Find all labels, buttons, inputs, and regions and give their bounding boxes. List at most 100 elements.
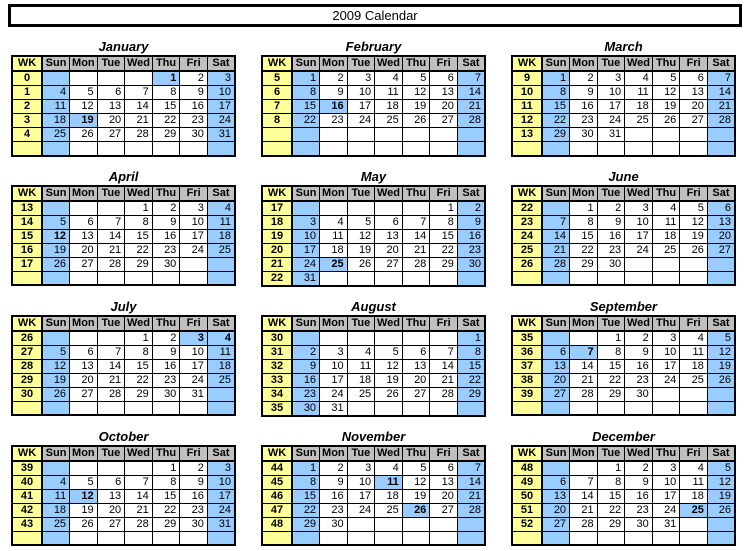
day-cell: 25 bbox=[679, 502, 708, 518]
day-cell: 17 bbox=[651, 488, 681, 504]
day-cell bbox=[291, 200, 321, 216]
day-cell bbox=[429, 516, 458, 532]
day-cell: 17 bbox=[319, 372, 348, 388]
day-cell bbox=[346, 330, 376, 346]
month-title: January bbox=[98, 39, 149, 54]
day-cell: 5 bbox=[374, 344, 403, 360]
day-cell: 6 bbox=[96, 85, 126, 100]
day-cell: 10 bbox=[624, 214, 653, 230]
day-cell: 16 bbox=[319, 488, 348, 504]
week-number: 49 bbox=[511, 474, 543, 490]
day-cell: 17 bbox=[206, 488, 236, 504]
wk-header: WK bbox=[261, 185, 293, 202]
day-cell bbox=[96, 200, 126, 216]
day-header-fri: Fri bbox=[679, 185, 708, 202]
day-cell: 14 bbox=[429, 358, 458, 374]
day-cell bbox=[291, 330, 321, 346]
day-cell: 27 bbox=[69, 256, 98, 272]
day-cell: 21 bbox=[96, 242, 126, 258]
day-cell bbox=[569, 270, 598, 286]
day-header-thu: Thu bbox=[651, 55, 681, 72]
day-cell: 14 bbox=[124, 488, 153, 504]
day-cell: 15 bbox=[291, 488, 321, 504]
day-cell: 8 bbox=[151, 85, 181, 100]
day-cell: 3 bbox=[179, 330, 208, 346]
day-cell: 29 bbox=[151, 127, 181, 142]
month-table: WK Sun Mon Tue Wed Thu Fri Sat 0 1 2 3 1 4 5 6 7 8 9 10 2 11 1… bbox=[11, 55, 236, 157]
day-cell: 5 bbox=[706, 460, 736, 476]
day-cell: 26 bbox=[706, 372, 736, 388]
day-cell: 30 bbox=[179, 127, 208, 142]
wk-header: WK bbox=[11, 315, 43, 332]
day-cell bbox=[429, 270, 458, 286]
week-number bbox=[11, 530, 43, 546]
day-cell bbox=[541, 141, 571, 156]
day-cell: 23 bbox=[624, 502, 653, 518]
day-cell: 11 bbox=[346, 358, 376, 374]
day-cell: 13 bbox=[429, 474, 458, 490]
day-cell: 5 bbox=[401, 70, 431, 86]
month-april: April WK Sun Mon Tue Wed Thu Fri Sat 13 1 2 3 4 14 5 6 7 8… bbox=[11, 169, 236, 287]
day-cell bbox=[124, 141, 153, 156]
day-cell bbox=[374, 400, 403, 416]
day-cell: 28 bbox=[96, 386, 126, 402]
day-header-tue: Tue bbox=[346, 55, 376, 72]
day-cell: 30 bbox=[319, 516, 348, 532]
day-cell: 12 bbox=[401, 85, 431, 100]
day-header-fri: Fri bbox=[679, 315, 708, 332]
day-cell bbox=[206, 530, 236, 546]
day-cell: 5 bbox=[346, 214, 376, 230]
day-cell: 20 bbox=[374, 242, 403, 258]
day-cell bbox=[346, 530, 376, 546]
day-cell: 26 bbox=[69, 516, 98, 532]
day-cell: 31 bbox=[179, 386, 208, 402]
day-header-sun: Sun bbox=[541, 185, 571, 202]
day-header-mon: Mon bbox=[69, 315, 98, 332]
day-cell: 20 bbox=[706, 228, 736, 244]
day-cell: 25 bbox=[624, 113, 653, 128]
day-cell bbox=[541, 400, 571, 416]
day-cell: 27 bbox=[374, 256, 403, 272]
day-cell bbox=[456, 141, 486, 156]
day-cell bbox=[651, 256, 681, 272]
week-number: 29 bbox=[11, 372, 43, 388]
day-cell bbox=[401, 400, 431, 416]
month-table: WK Sun Mon Tue Wed Thu Fri Sat 9 1 2 3 4 5 6 7 10 8 9 10 11 1… bbox=[511, 55, 736, 157]
day-cell: 7 bbox=[96, 214, 126, 230]
day-cell: 15 bbox=[151, 99, 181, 114]
day-header-mon: Mon bbox=[569, 185, 598, 202]
day-cell bbox=[679, 530, 708, 546]
week-number: 13 bbox=[11, 200, 43, 216]
wk-header: WK bbox=[511, 185, 543, 202]
day-cell bbox=[41, 70, 71, 86]
day-cell bbox=[651, 270, 681, 286]
day-cell bbox=[69, 400, 98, 416]
day-cell: 4 bbox=[41, 85, 71, 100]
day-cell bbox=[429, 400, 458, 416]
day-cell bbox=[374, 141, 403, 156]
day-cell: 9 bbox=[319, 474, 348, 490]
day-header-fri: Fri bbox=[179, 185, 208, 202]
day-cell: 8 bbox=[151, 474, 181, 490]
day-cell: 4 bbox=[319, 214, 348, 230]
day-cell: 14 bbox=[569, 488, 598, 504]
wk-header: WK bbox=[11, 55, 43, 72]
day-header-wed: Wed bbox=[624, 445, 653, 462]
day-header-wed: Wed bbox=[374, 55, 403, 72]
day-cell: 19 bbox=[651, 99, 681, 114]
day-cell bbox=[706, 516, 736, 532]
day-cell: 2 bbox=[456, 200, 486, 216]
day-cell bbox=[401, 530, 431, 546]
day-cell: 19 bbox=[41, 372, 71, 388]
day-cell: 11 bbox=[206, 344, 236, 360]
day-cell: 15 bbox=[596, 488, 626, 504]
day-cell: 23 bbox=[456, 242, 486, 258]
week-number: 40 bbox=[11, 474, 43, 490]
day-header-sat: Sat bbox=[706, 55, 736, 72]
day-cell: 24 bbox=[624, 242, 653, 258]
day-cell: 22 bbox=[291, 502, 321, 518]
day-cell: 14 bbox=[706, 85, 736, 100]
day-cell: 21 bbox=[569, 502, 598, 518]
day-cell: 18 bbox=[41, 113, 71, 128]
month-table: WK Sun Mon Tue Wed Thu Fri Sat 44 1 2 3 4 5 6 7 45 8 9 10 11… bbox=[261, 444, 486, 546]
